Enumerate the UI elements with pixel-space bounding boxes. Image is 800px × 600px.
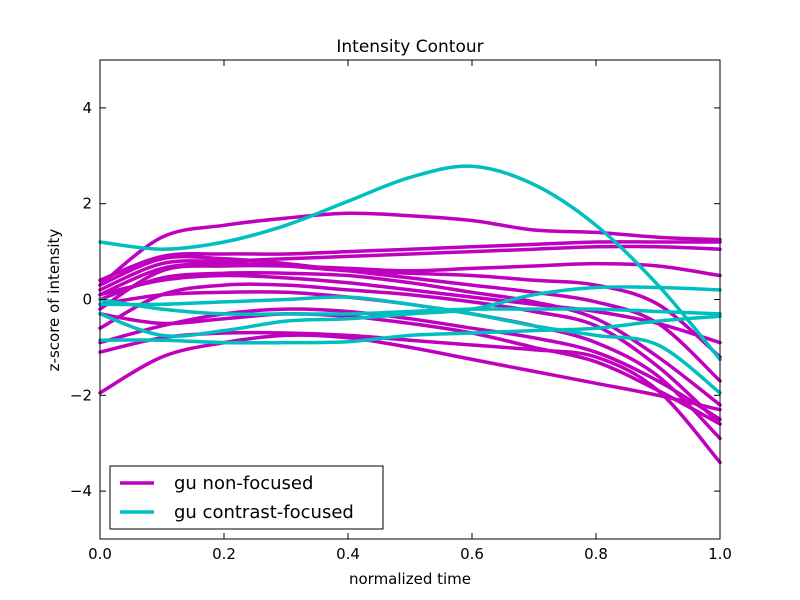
series-line-gu-non-focused-13 (98, 273, 722, 345)
series-line-gu-contrast-focused-17 (98, 314, 722, 345)
series-line-gu-non-focused-0 (98, 211, 722, 287)
series-line-gu-non-focused-2 (98, 244, 722, 292)
y-tick-label: −4 (70, 482, 92, 500)
series-line-gu-non-focused-11 (98, 333, 722, 412)
legend: gu non-focused gu contrast-focused (109, 465, 384, 530)
series-line-gu-contrast-focused-16 (98, 285, 722, 338)
series-line-gu-non-focused-4 (98, 261, 722, 359)
x-tick-label: 0.2 (212, 545, 236, 563)
legend-label: gu non-focused (174, 473, 313, 494)
series-line-gu-non-focused-9 (98, 307, 722, 422)
series-lines (98, 164, 722, 465)
series-line-gu-contrast-focused-14 (98, 164, 722, 362)
y-axis-label: z-score of intensity (45, 229, 63, 372)
x-tick-label: 0.0 (88, 545, 112, 563)
x-axis-label: normalized time (349, 570, 471, 588)
y-tick-label: −2 (70, 386, 92, 404)
chart-title: Intensity Contour (336, 37, 483, 57)
x-tick-label: 0.4 (336, 545, 360, 563)
legend-label: gu contrast-focused (174, 502, 354, 523)
plot-frame (99, 59, 721, 540)
x-tick-label: 0.6 (460, 545, 484, 563)
legend-box (109, 465, 384, 530)
y-tick-label: 2 (82, 195, 92, 213)
y-tick-label: 0 (82, 291, 92, 309)
series-line-gu-contrast-focused-15 (98, 295, 722, 395)
series-line-gu-non-focused-12 (98, 312, 722, 426)
series-line-gu-non-focused-3 (98, 261, 722, 311)
y-tick-label: 4 (82, 99, 92, 117)
series-line-gu-non-focused-6 (98, 270, 722, 407)
series-line-gu-contrast-focused-18 (98, 297, 722, 317)
series-line-gu-non-focused-7 (98, 282, 722, 426)
x-tick-label: 0.8 (584, 545, 608, 563)
x-tick-label: 1.0 (708, 545, 732, 563)
